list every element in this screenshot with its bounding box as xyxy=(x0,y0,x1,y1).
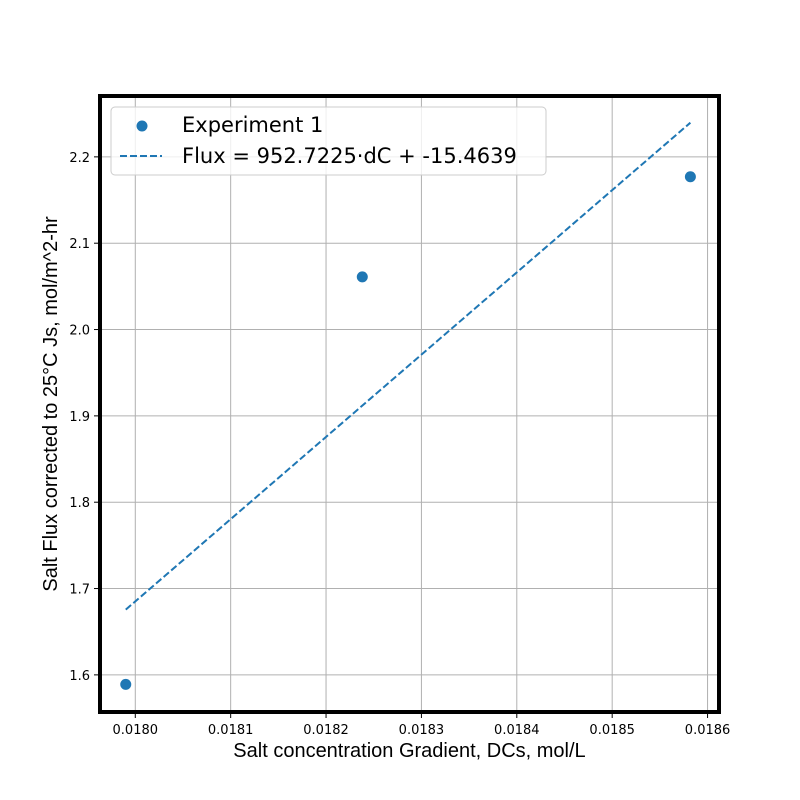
x-tick-label: 0.0184 xyxy=(494,723,540,738)
x-tick-label: 0.0186 xyxy=(685,723,731,738)
x-tick-label: 0.0182 xyxy=(303,723,349,738)
legend-box xyxy=(110,106,547,176)
fit-line xyxy=(125,121,692,611)
x-tick-label: 0.0181 xyxy=(208,723,254,738)
legend-label-fit-line: Flux = 952.7225·dC + -15.4639 xyxy=(182,144,517,168)
plot-background xyxy=(100,96,719,712)
y-tick-label: 1.7 xyxy=(69,583,90,598)
legend-label-experiment-1: Experiment 1 xyxy=(182,113,323,137)
y-tick-label: 1.8 xyxy=(69,496,90,511)
data-point xyxy=(120,678,132,690)
y-axis-title: Salt Flux corrected to 25°C Js, mol/m^2-… xyxy=(40,216,62,592)
x-tick-label: 0.0183 xyxy=(399,723,445,738)
x-tick-label: 0.0185 xyxy=(589,723,635,738)
y-tick-label: 2.1 xyxy=(69,237,90,252)
x-tick-label: 0.0180 xyxy=(113,723,159,738)
data-point xyxy=(356,271,368,283)
y-tick-label: 2.0 xyxy=(69,324,90,339)
y-tick-label: 1.6 xyxy=(69,669,90,684)
data-layer xyxy=(120,121,696,690)
plot-frame xyxy=(98,94,721,714)
x-axis-title: Salt concentration Gradient, DCs, mol/L xyxy=(233,740,585,762)
legend: Experiment 1 Flux = 952.7225·dC + -15.46… xyxy=(110,106,547,176)
y-tick-label: 1.9 xyxy=(69,410,90,425)
legend-marker-experiment-1 xyxy=(136,120,148,132)
data-point xyxy=(684,171,696,183)
y-tick-label: 2.2 xyxy=(69,151,90,166)
ticks: 0.0180 0.0181 0.0182 0.0183 0.0184 0.0185 0.01… xyxy=(69,151,730,738)
